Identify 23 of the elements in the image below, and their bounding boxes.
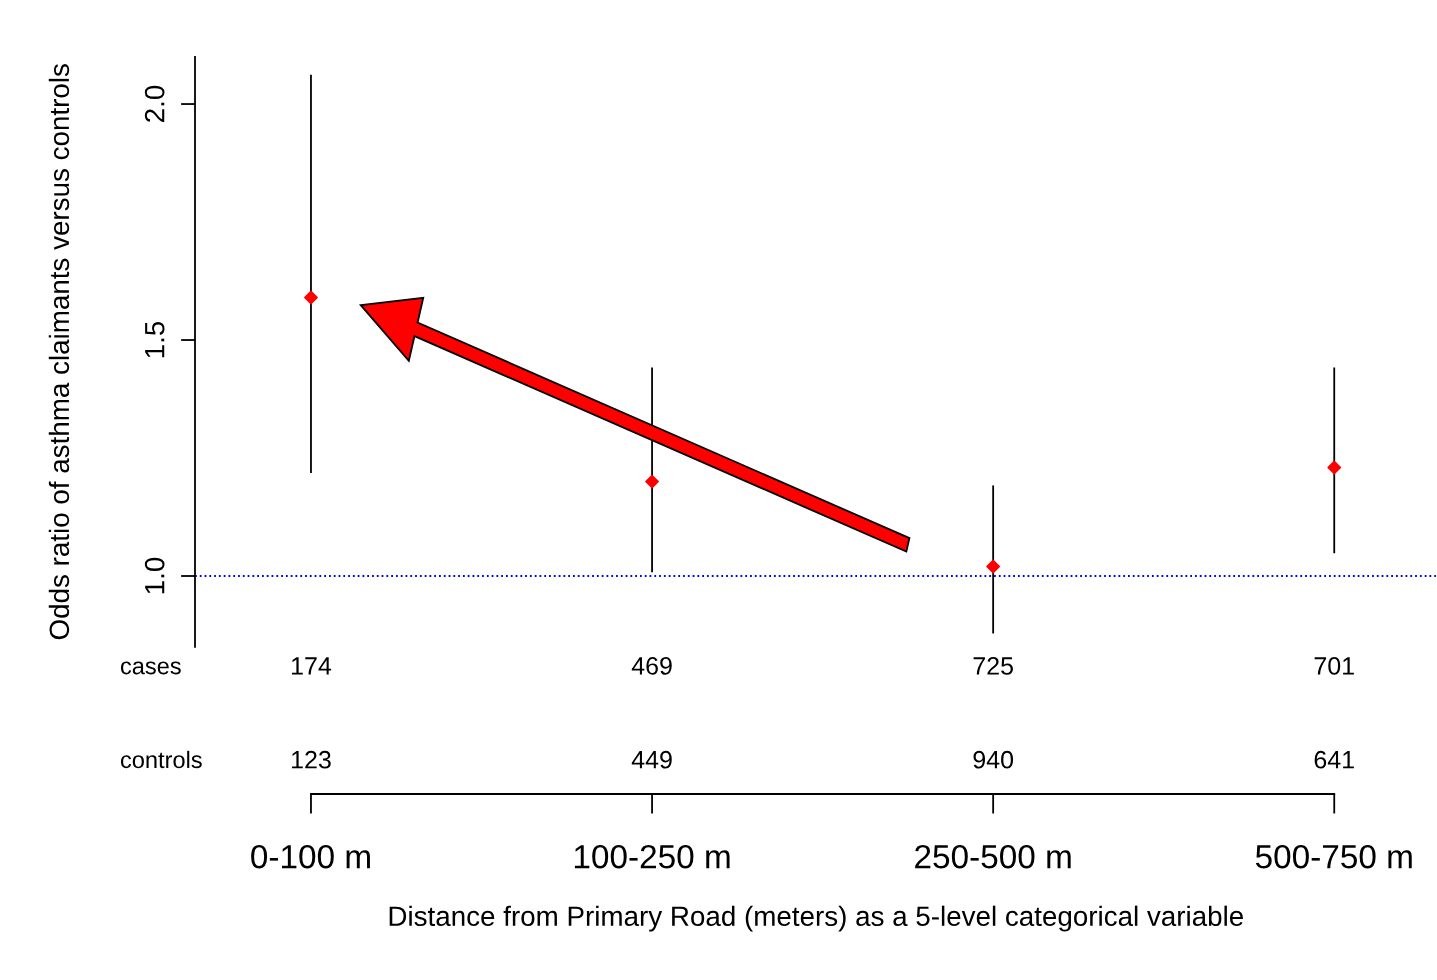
text: controls — [120, 750, 202, 769]
text: 123 — [292, 750, 331, 769]
y-axis-title: Odds ratio of asthma claimants versus controls — [48, 64, 70, 640]
point — [1327, 460, 1342, 475]
text: cases — [120, 661, 181, 675]
point — [986, 559, 1001, 574]
text: 641 — [1314, 750, 1354, 769]
text: 725 — [973, 657, 1013, 675]
text: 469 — [631, 657, 672, 675]
x-tick-label: 100-250 m — [574, 844, 730, 869]
point — [304, 290, 318, 305]
text: 701 — [1314, 657, 1354, 675]
x-axis-title: Distance from Primary Road (meters) as a 5-level categorical variable — [389, 905, 1243, 932]
text: 449 — [631, 750, 672, 769]
x-tick-label: 500-750 m — [1255, 844, 1412, 869]
text: 174 — [292, 657, 332, 675]
text: 940 — [973, 750, 1014, 769]
y-tick-label: 1.5 — [145, 321, 165, 358]
y-tick-label: 2.0 — [144, 85, 165, 122]
x-tick-label: 0-100 m — [251, 844, 370, 869]
y-tick-label: 1.0 — [144, 557, 165, 594]
x-tick-label: 250-500 m — [915, 844, 1071, 869]
point — [645, 474, 659, 489]
